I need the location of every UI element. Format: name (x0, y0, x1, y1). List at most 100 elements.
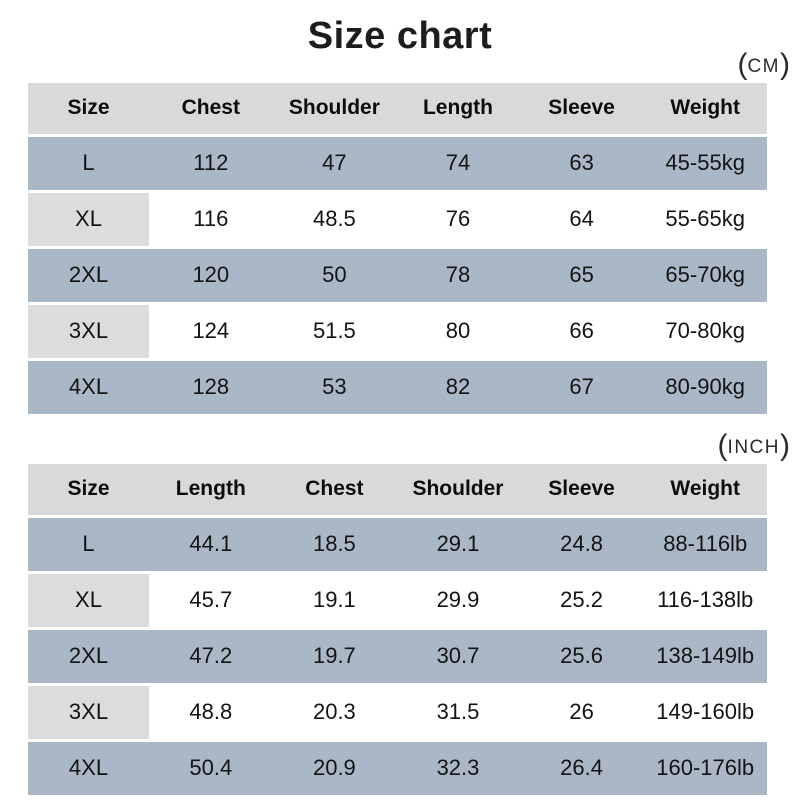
table-row: XL 45.7 19.1 29.9 25.2 116-138lb (28, 573, 767, 627)
data-cell: 78 (396, 248, 520, 302)
table-row: 3XL 48.8 20.3 31.5 26 149-160lb (28, 685, 767, 739)
header-cell: Sleeve (519, 82, 644, 134)
data-cell: 44.1 (149, 517, 273, 571)
header-cell: Sleeve (519, 463, 644, 515)
data-cell: 116 (149, 192, 273, 246)
data-cell: 66 (519, 304, 644, 358)
cm-unit-close-paren: ) (780, 47, 790, 81)
table-row: L 112 47 74 63 45-55kg (28, 136, 767, 190)
data-cell: 70-80kg (643, 304, 767, 358)
data-cell: 30.7 (396, 629, 520, 683)
data-cell: 29.9 (396, 573, 520, 627)
data-cell: 88-116lb (643, 517, 767, 571)
header-row: Size Length Chest Shoulder Sleeve Weight (28, 463, 767, 515)
data-cell: 55-65kg (643, 192, 767, 246)
data-cell: 63 (519, 136, 644, 190)
data-cell: 76 (396, 192, 520, 246)
size-table-cm-head: Size Chest Shoulder Length Sleeve Weight (28, 82, 767, 134)
data-cell: 29.1 (396, 517, 520, 571)
header-cell: Size (28, 82, 149, 134)
table-row: 4XL 128 53 82 67 80-90kg (28, 360, 767, 414)
size-table-cm: Size Chest Shoulder Length Sleeve Weight L 112… (28, 80, 767, 417)
size-cell: 4XL (28, 360, 149, 414)
data-cell: 53 (272, 360, 397, 414)
data-cell: 80 (396, 304, 520, 358)
data-cell: 18.5 (272, 517, 397, 571)
cm-unit-text: CM (747, 55, 780, 77)
header-cell: Weight (643, 82, 767, 134)
size-table-inch: Size Length Chest Shoulder Sleeve Weight L 44.… (28, 461, 767, 798)
header-cell: Size (28, 463, 149, 515)
size-table-inch-body: L 44.1 18.5 29.1 24.8 88-116lb XL 45.7 19.1 29.9 2… (28, 517, 767, 795)
data-cell: 32.3 (396, 741, 520, 795)
header-cell: Length (396, 82, 520, 134)
data-cell: 45.7 (149, 573, 273, 627)
data-cell: 19.7 (272, 629, 397, 683)
inch-unit-text: INCH (727, 436, 780, 458)
data-cell: 50 (272, 248, 397, 302)
header-cell: Weight (643, 463, 767, 515)
header-row: Size Chest Shoulder Length Sleeve Weight (28, 82, 767, 134)
inch-unit-close-paren: ) (780, 428, 790, 462)
data-cell: 31.5 (396, 685, 520, 739)
data-cell: 47.2 (149, 629, 273, 683)
size-cell: XL (28, 573, 149, 627)
table-row: L 44.1 18.5 29.1 24.8 88-116lb (28, 517, 767, 571)
data-cell: 51.5 (272, 304, 397, 358)
data-cell: 47 (272, 136, 397, 190)
size-table-cm-body: L 112 47 74 63 45-55kg XL 116 48.5 76 64 55-65kg 2XL… (28, 136, 767, 414)
data-cell: 120 (149, 248, 273, 302)
header-cell: Chest (149, 82, 273, 134)
data-cell: 20.9 (272, 741, 397, 795)
data-cell: 26.4 (519, 741, 644, 795)
data-cell: 67 (519, 360, 644, 414)
table-row: 4XL 50.4 20.9 32.3 26.4 160-176lb (28, 741, 767, 795)
data-cell: 80-90kg (643, 360, 767, 414)
data-cell: 48.8 (149, 685, 273, 739)
page-title: Size chart (307, 15, 493, 57)
header-cell: Length (149, 463, 273, 515)
data-cell: 116-138lb (643, 573, 767, 627)
data-cell: 65-70kg (643, 248, 767, 302)
cm-section: (CM) Size Chest Shoulder Length Sleeve Weight… (0, 47, 800, 417)
data-cell: 19.1 (272, 573, 397, 627)
table-row: 3XL 124 51.5 80 66 70-80kg (28, 304, 767, 358)
data-cell: 26 (519, 685, 644, 739)
inch-unit-open-paren: ( (717, 428, 728, 462)
data-cell: 112 (149, 136, 273, 190)
size-cell: 4XL (28, 741, 149, 795)
inch-unit-label: (INCH) (0, 428, 800, 462)
data-cell: 82 (396, 360, 520, 414)
inch-section: (INCH) Size Length Chest Shoulder Sleeve Weig… (0, 428, 800, 798)
size-table-inch-head: Size Length Chest Shoulder Sleeve Weight (28, 463, 767, 515)
size-cell: L (28, 517, 149, 571)
size-cell: 2XL (28, 629, 149, 683)
data-cell: 25.6 (519, 629, 644, 683)
cm-unit-label: (CM) (0, 47, 800, 81)
data-cell: 74 (396, 136, 520, 190)
data-cell: 45-55kg (643, 136, 767, 190)
header-cell: Chest (272, 463, 397, 515)
header-cell: Shoulder (272, 82, 397, 134)
table-row: XL 116 48.5 76 64 55-65kg (28, 192, 767, 246)
data-cell: 25.2 (519, 573, 644, 627)
table-row: 2XL 120 50 78 65 65-70kg (28, 248, 767, 302)
size-cell: 3XL (28, 685, 149, 739)
size-cell: L (28, 136, 149, 190)
size-cell: 3XL (28, 304, 149, 358)
data-cell: 138-149lb (643, 629, 767, 683)
header-cell: Shoulder (396, 463, 520, 515)
data-cell: 50.4 (149, 741, 273, 795)
data-cell: 149-160lb (643, 685, 767, 739)
size-cell: XL (28, 192, 149, 246)
data-cell: 64 (519, 192, 644, 246)
data-cell: 65 (519, 248, 644, 302)
cm-unit-open-paren: ( (737, 47, 748, 81)
data-cell: 48.5 (272, 192, 397, 246)
data-cell: 128 (149, 360, 273, 414)
data-cell: 24.8 (519, 517, 644, 571)
data-cell: 20.3 (272, 685, 397, 739)
table-row: 2XL 47.2 19.7 30.7 25.6 138-149lb (28, 629, 767, 683)
data-cell: 124 (149, 304, 273, 358)
